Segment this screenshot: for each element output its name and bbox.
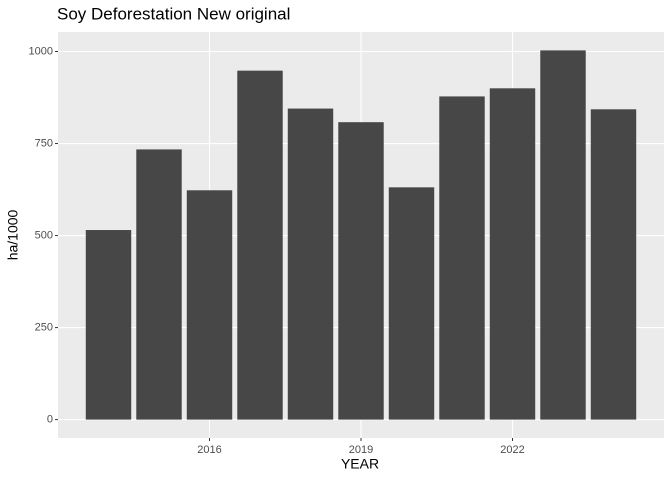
y-tick-label: 0: [47, 414, 53, 426]
bar: [388, 187, 435, 420]
y-axis-label: ha/1000: [5, 209, 21, 260]
y-tick-label: 250: [35, 321, 53, 333]
x-tick-label: 2019: [349, 444, 373, 456]
bar: [489, 88, 536, 420]
bar: [540, 50, 586, 420]
y-tick-label: 1000: [29, 45, 53, 57]
bar: [338, 122, 384, 420]
bar: [186, 190, 233, 420]
bar: [85, 230, 132, 420]
x-axis-label: YEAR: [341, 456, 379, 472]
chart-title: Soy Deforestation New original: [57, 4, 290, 23]
y-tick-label: 750: [35, 137, 53, 149]
bar: [439, 96, 485, 420]
bar: [136, 149, 182, 420]
bar: [237, 70, 283, 420]
bar: [590, 109, 637, 420]
y-tick-label: 500: [35, 229, 53, 241]
bar: [287, 108, 334, 420]
x-tick-label: 2022: [500, 444, 524, 456]
x-tick-label: 2016: [197, 444, 221, 456]
